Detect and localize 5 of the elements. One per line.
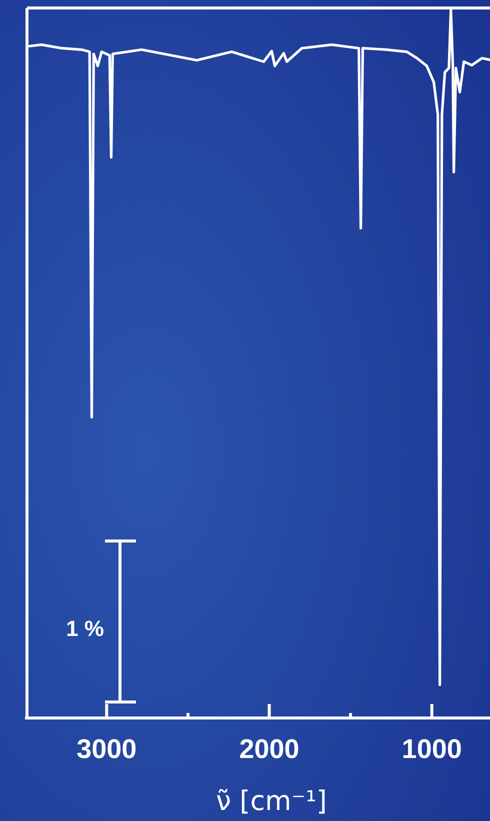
x-tick-label: 3000 bbox=[76, 734, 137, 764]
x-axis-title: ν̃ [cm⁻¹] bbox=[216, 786, 327, 817]
annotation: 1 % bbox=[66, 616, 104, 641]
x-tick-label: 1000 bbox=[402, 734, 462, 764]
x-tick-label: 2000 bbox=[239, 734, 300, 764]
